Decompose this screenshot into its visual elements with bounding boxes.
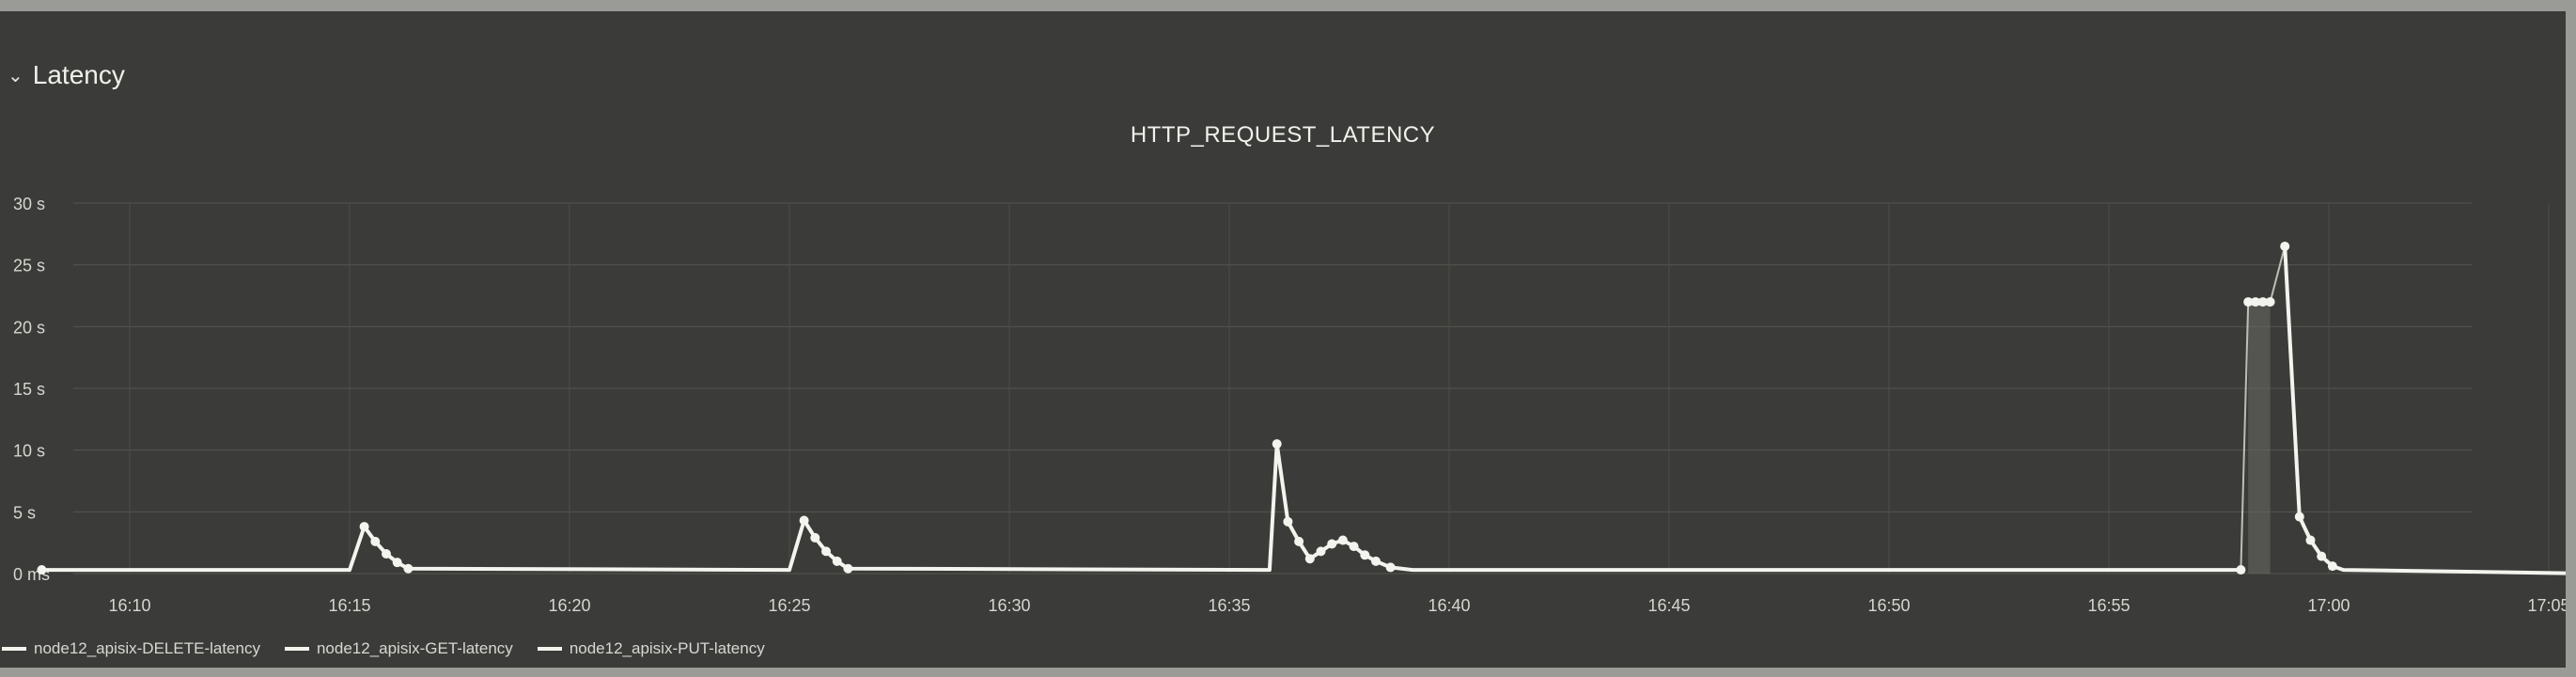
legend-swatch — [537, 647, 562, 651]
get-series-area — [2248, 302, 2271, 574]
x-tick-label: 16:45 — [1647, 596, 1690, 615]
x-tick-label: 16:40 — [1428, 596, 1470, 615]
data-point — [1371, 556, 1381, 566]
legend-item[interactable]: node12_apisix-DELETE-latency — [2, 639, 260, 658]
data-point — [359, 522, 369, 532]
legend-swatch — [284, 647, 309, 651]
y-tick-label: 15 s — [13, 380, 45, 399]
legend-label: node12_apisix-PUT-latency — [569, 639, 765, 657]
chevron-down-icon[interactable]: ⌄ — [8, 64, 23, 87]
data-point — [799, 515, 809, 526]
x-tick-label: 16:50 — [1867, 596, 1910, 615]
legend-item[interactable]: node12_apisix-PUT-latency — [537, 639, 765, 658]
data-point — [1327, 539, 1337, 549]
data-point — [2251, 297, 2260, 307]
data-point — [1272, 439, 1282, 449]
data-point — [2257, 297, 2268, 307]
series-connector — [2269, 245, 2287, 303]
y-tick-label: 5 s — [13, 503, 36, 522]
data-point — [1385, 562, 1396, 573]
x-tick-label: 16:15 — [328, 596, 370, 615]
chart-legend: node12_apisix-DELETE-latency node12_apisi… — [2, 639, 765, 658]
series-line — [2283, 244, 2566, 575]
data-point — [370, 536, 381, 546]
panel-header[interactable]: ⌄ Latency — [8, 60, 125, 90]
chart-title: HTTP_REQUEST_LATENCY — [1130, 122, 1436, 148]
y-tick-label: 30 s — [13, 195, 45, 213]
x-tick-label: 16:55 — [2087, 596, 2130, 615]
y-tick-label: 25 s — [13, 257, 45, 276]
latency-panel: ⌄ Latency HTTP_REQUEST_LATENCY 0 ms 5 s 10… — [0, 11, 2566, 668]
x-tick-label: 16:20 — [548, 596, 590, 615]
data-point — [832, 556, 842, 566]
data-point — [2317, 551, 2327, 561]
data-point — [37, 565, 47, 575]
data-point — [2305, 535, 2316, 545]
series-line — [39, 442, 2243, 573]
x-tick-label: 17:00 — [2307, 596, 2350, 615]
legend-item[interactable]: node12_apisix-GET-latency — [284, 639, 513, 658]
data-point — [1337, 535, 1348, 545]
y-tick-label: 20 s — [13, 318, 45, 337]
series-connector — [2240, 302, 2250, 571]
legend-label: node12_apisix-DELETE-latency — [34, 639, 260, 657]
data-point — [1349, 542, 1359, 552]
data-point — [1360, 550, 1370, 560]
data-point — [403, 563, 414, 574]
data-point — [1294, 536, 1304, 546]
data-point — [2327, 561, 2337, 572]
legend-label: node12_apisix-GET-latency — [316, 639, 513, 657]
latency-chart: 0 ms5 s10 s15 s20 s25 s30 s16:10 16:15 16:… — [13, 195, 2566, 615]
x-tick-label: 16:10 — [108, 596, 150, 615]
x-tick-label: 16:25 — [768, 596, 810, 615]
y-tick-label: 10 s — [13, 442, 45, 461]
x-tick-label: 17:05 — [2527, 596, 2566, 615]
data-point — [1316, 546, 1326, 557]
x-tick-label: 16:35 — [1208, 596, 1250, 615]
data-point — [1304, 554, 1315, 564]
data-point — [1283, 516, 1293, 527]
x-tick-label: 16:30 — [988, 596, 1030, 615]
legend-swatch — [2, 647, 26, 651]
data-point — [2294, 512, 2304, 522]
data-point — [810, 532, 820, 543]
data-point — [382, 548, 391, 559]
panel-title: Latency — [32, 60, 125, 89]
data-point — [843, 563, 853, 574]
data-point — [821, 546, 831, 557]
data-point — [392, 558, 402, 568]
